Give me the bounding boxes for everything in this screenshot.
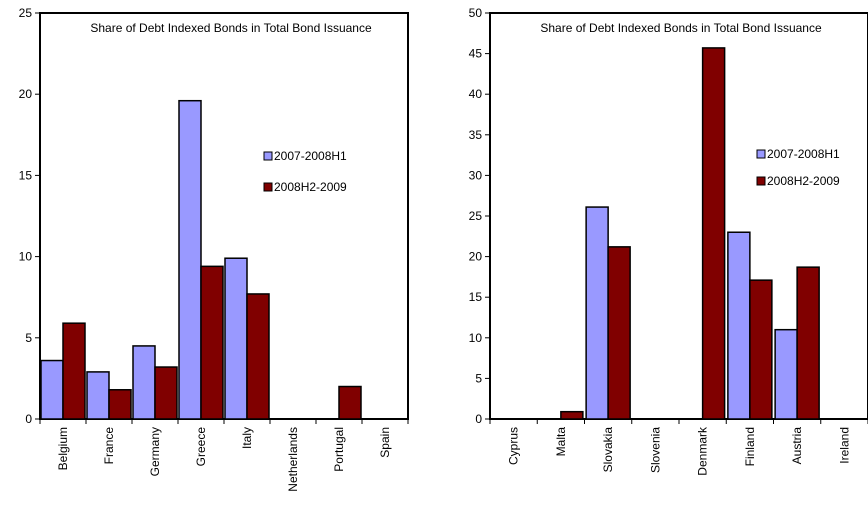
category-label: France [102, 427, 116, 465]
category-label: Austria [790, 427, 804, 465]
y-tick-label: 50 [469, 6, 483, 20]
bar-germany-series-2 [154, 366, 178, 420]
bar-denmark-series-2 [701, 47, 726, 420]
category-label: Slovenia [648, 427, 662, 473]
category-label: Germany [148, 427, 162, 476]
chart-title: Share of Debt Indexed Bonds in Total Bon… [90, 21, 372, 35]
bar-malta-series-2 [560, 410, 584, 420]
bar-greece-series-1 [178, 99, 202, 420]
bar-belgium-series-2 [62, 322, 86, 420]
y-tick-label: 40 [469, 87, 483, 101]
bar-belgium-series-1 [40, 359, 64, 420]
bar-germany-series-1 [132, 345, 156, 420]
bar-finland-series-1 [727, 231, 751, 420]
y-tick-label: 35 [469, 128, 483, 142]
plot-frame [39, 12, 409, 420]
category-label: Belgium [56, 427, 70, 470]
category-label: Slovakia [601, 427, 615, 473]
y-tick-label: 25 [469, 209, 483, 223]
y-tick-label: 15 [469, 290, 483, 304]
y-tick-label: 30 [469, 168, 483, 182]
category-label: Portugal [332, 427, 346, 472]
category-label: Malta [554, 427, 568, 457]
category-label: Netherlands [286, 427, 300, 492]
category-label: Cyprus [507, 427, 521, 465]
bar-slovakia-series-2 [607, 246, 631, 420]
legend-swatch [756, 176, 766, 186]
bar-italy-series-1 [224, 257, 248, 420]
legend-label: 2007-2008H1 [274, 149, 347, 163]
category-label: Finland [743, 427, 757, 466]
y-tick-label: 10 [469, 331, 483, 345]
legend-swatch [263, 151, 273, 161]
y-tick-label: 0 [475, 412, 482, 426]
y-tick-label: 15 [19, 168, 33, 182]
y-tick-label: 45 [469, 47, 483, 61]
y-tick-label: 0 [25, 412, 32, 426]
y-tick-label: 5 [25, 331, 32, 345]
legend-label: 2008H2-2009 [274, 180, 347, 194]
bar-austria-series-2 [796, 266, 820, 420]
bar-france-series-1 [86, 371, 110, 420]
legend-swatch [263, 182, 273, 192]
bar-italy-series-2 [246, 293, 270, 420]
chart-left: 0 5 10 15 20 25 Belgium France Germany Greece Ital… [19, 6, 409, 492]
category-label: Ireland [837, 427, 851, 464]
legend-label: 2007-2008H1 [767, 147, 840, 161]
category-label: Spain [378, 427, 392, 458]
bar-portugal-series-2 [338, 385, 362, 420]
bar-austria-series-1 [774, 328, 798, 420]
y-tick-label: 5 [475, 371, 482, 385]
chart-right: 0 5 10 15 20 25 30 35 40 45 50 Cyprus Malta Slovakia S… [469, 6, 868, 476]
y-tick-label: 20 [469, 250, 483, 264]
bar-france-series-2 [108, 389, 132, 420]
y-tick-label: 20 [19, 87, 33, 101]
bar-greece-series-2 [200, 265, 224, 420]
bar-slovakia-series-1 [585, 206, 609, 420]
legend-swatch [756, 149, 766, 159]
bar-finland-series-2 [749, 279, 773, 420]
legend-label: 2008H2-2009 [767, 174, 840, 188]
category-label: Italy [240, 427, 254, 449]
category-label: Greece [194, 427, 208, 467]
chart-title: Share of Debt Indexed Bonds in Total Bon… [540, 21, 822, 35]
y-tick-label: 25 [19, 6, 33, 20]
y-tick-label: 10 [19, 250, 33, 264]
category-label: Denmark [696, 426, 710, 476]
